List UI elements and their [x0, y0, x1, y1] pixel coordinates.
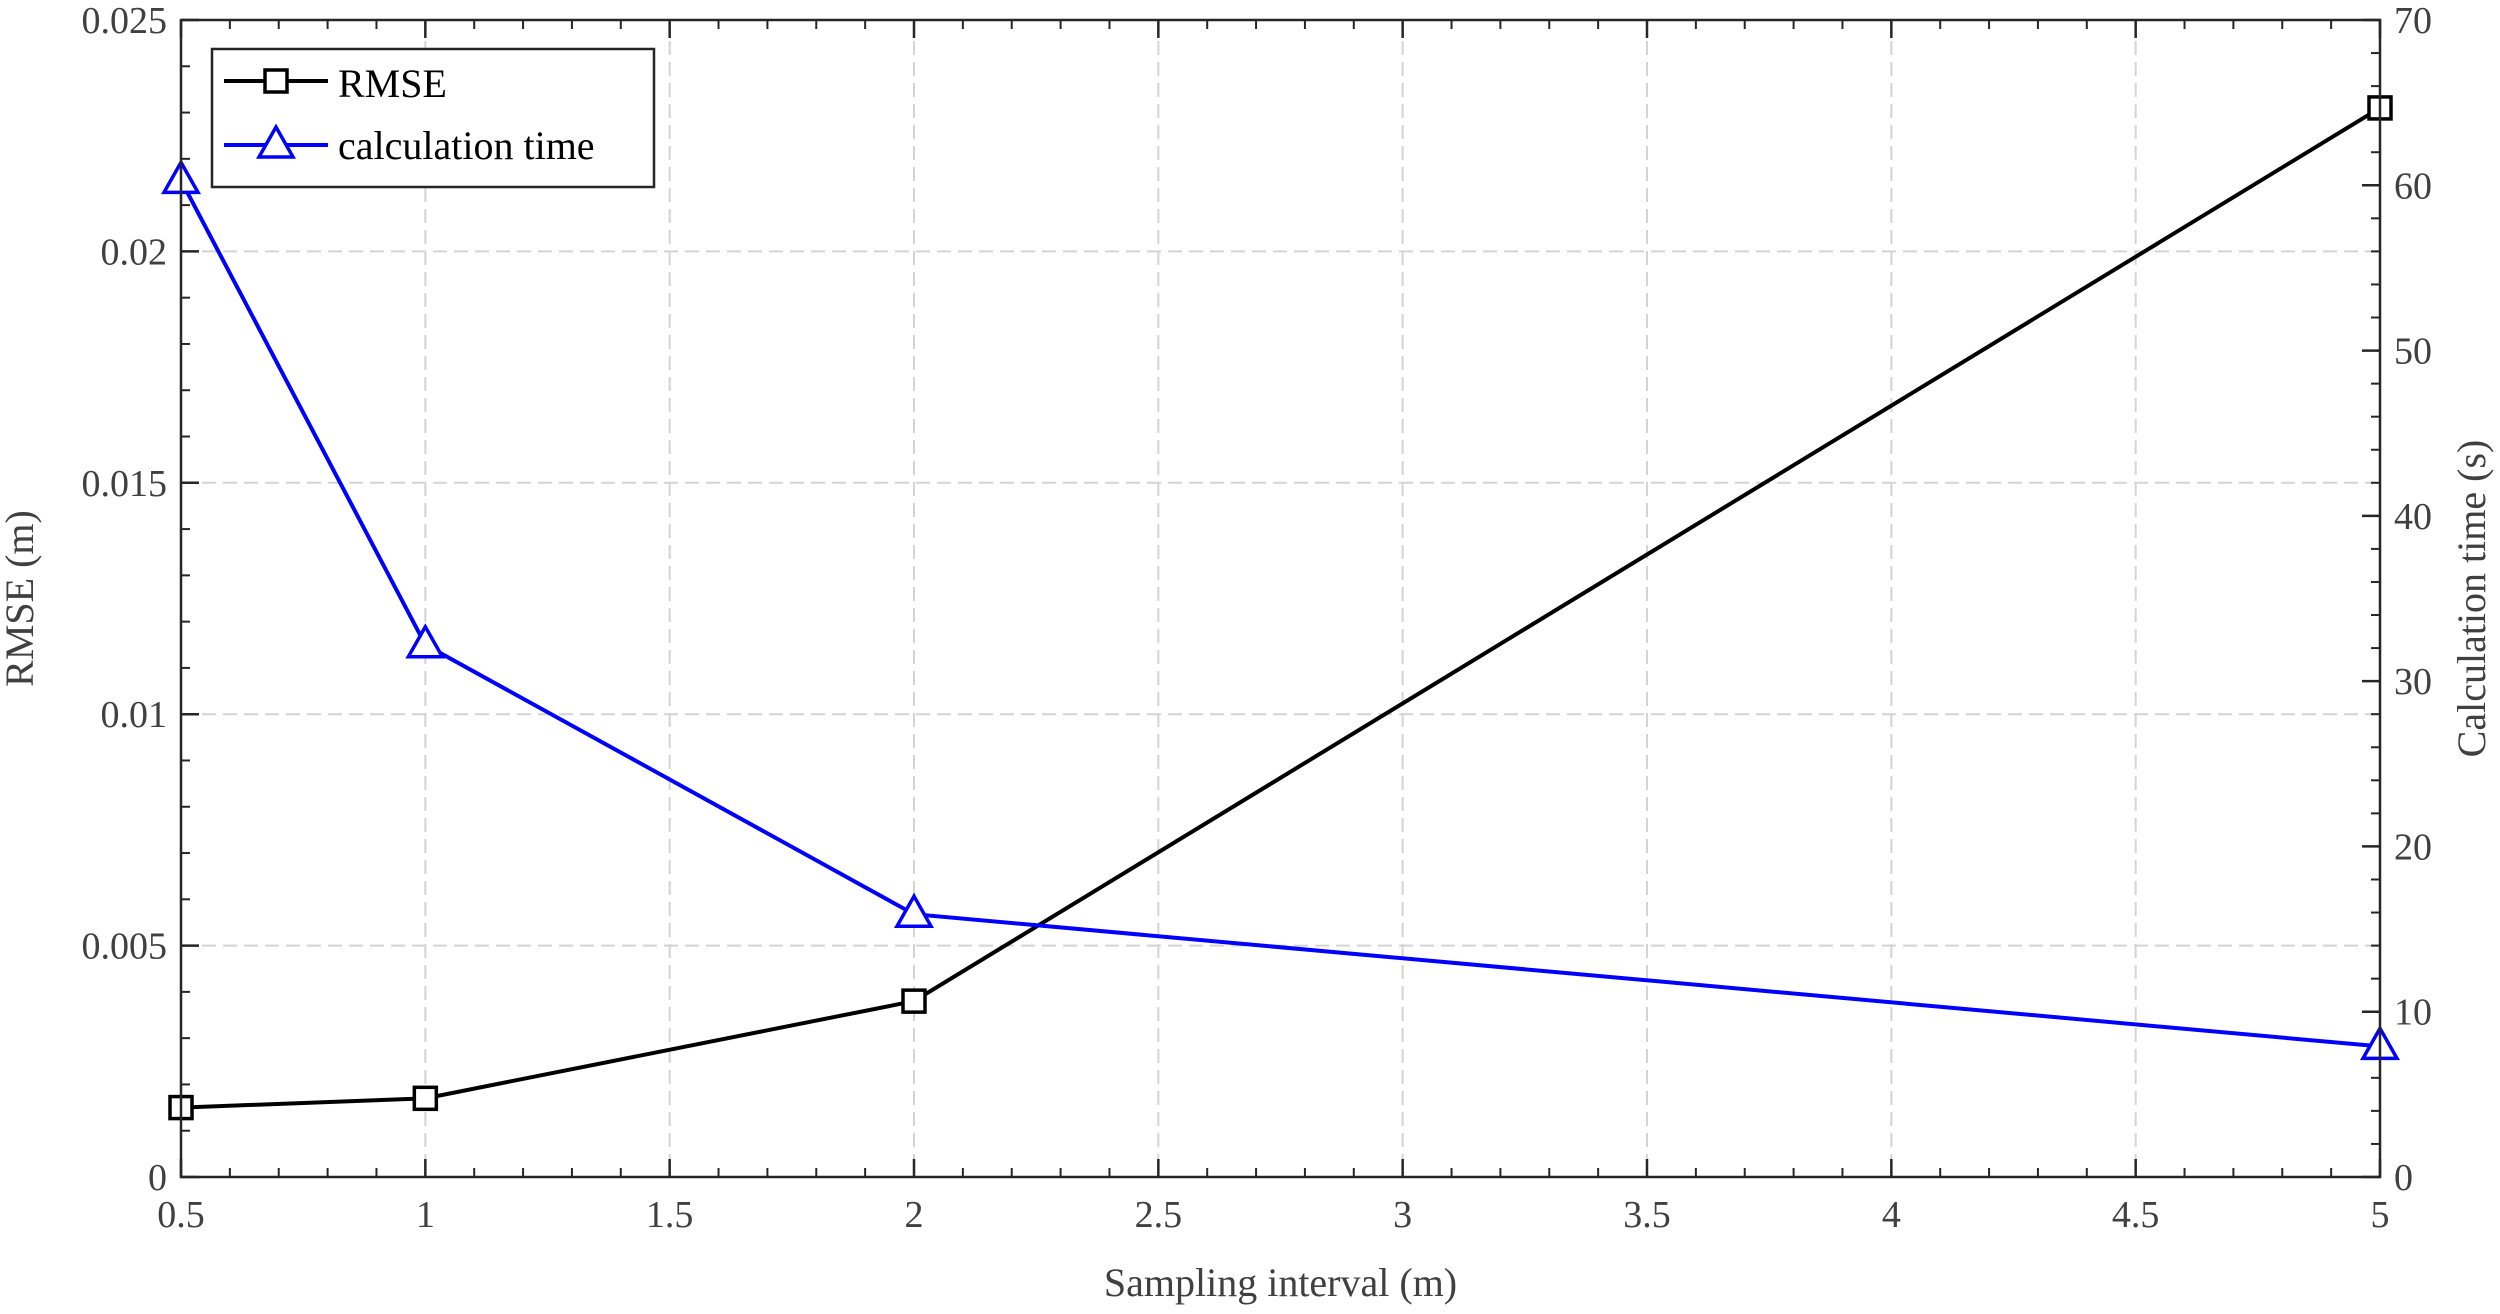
y-axis-title-right: Calculation time (s): [2449, 440, 2494, 758]
series-layer: [160, 95, 2401, 1121]
y-right-tick-label: 20: [2394, 826, 2432, 868]
legend: RMSE calculation time: [210, 47, 656, 189]
x-tick-label: 2.5: [1135, 1194, 1183, 1236]
y-left-tick-label: 0: [148, 1157, 167, 1199]
y-right-tick-label: 60: [2394, 165, 2432, 207]
data-point-calculation-time: [405, 623, 446, 659]
x-tick-label: 2: [905, 1194, 924, 1236]
x-tick-label: 3.5: [1623, 1194, 1671, 1236]
x-tick-label: 5: [2371, 1194, 2390, 1236]
legend-label-calculation-time: calculation time: [338, 123, 595, 168]
y-left-tick-label: 0.01: [101, 694, 168, 736]
x-axis-title: Sampling interval (m): [1104, 1260, 1457, 1305]
x-tick-label: 3: [1393, 1194, 1412, 1236]
legend-swatch-rmse: [224, 68, 328, 94]
y-left-tick-label: 0.015: [82, 463, 168, 505]
data-point-rmse: [412, 1085, 439, 1112]
y-right-tick-label: 70: [2394, 0, 2432, 42]
data-point-calculation-time: [893, 892, 935, 928]
y-right-tick-label: 10: [2394, 992, 2432, 1034]
x-tick-label: 4: [1882, 1194, 1901, 1236]
x-tick-label: 0.5: [157, 1194, 205, 1236]
legend-marker: [263, 68, 289, 94]
tick-layer: [179, 18, 2382, 1179]
x-tick-label: 4.5: [2112, 1194, 2160, 1236]
y-right-tick-label: 0: [2394, 1157, 2413, 1199]
plot-frame: [179, 18, 2382, 1179]
y-left-tick-label: 0.005: [82, 926, 168, 968]
series-line-calculation-time: [179, 179, 2381, 1049]
x-tick-label: 1: [416, 1194, 435, 1236]
y-left-tick-label: 0.025: [82, 0, 168, 42]
y-axis-title-left: RMSE (m): [0, 510, 42, 687]
grid-layer: [181, 20, 2380, 1177]
y-right-tick-label: 30: [2394, 661, 2432, 703]
legend-label-rmse: RMSE: [338, 61, 447, 106]
label-layer: 0.5 1 1.5 2 2.5 3 3.5 4 4.5 500.0050.010.0150.020…: [82, 0, 2433, 1236]
y-right-tick-label: 40: [2394, 496, 2432, 538]
series-line-rmse: [180, 106, 2382, 1110]
legend-swatch-calculation-time: [224, 123, 328, 159]
y-right-tick-label: 50: [2394, 331, 2432, 373]
x-tick-label: 1.5: [646, 1194, 694, 1236]
legend-marker: [255, 123, 297, 159]
data-point-rmse: [901, 988, 927, 1014]
y-left-tick-label: 0.02: [101, 231, 168, 273]
